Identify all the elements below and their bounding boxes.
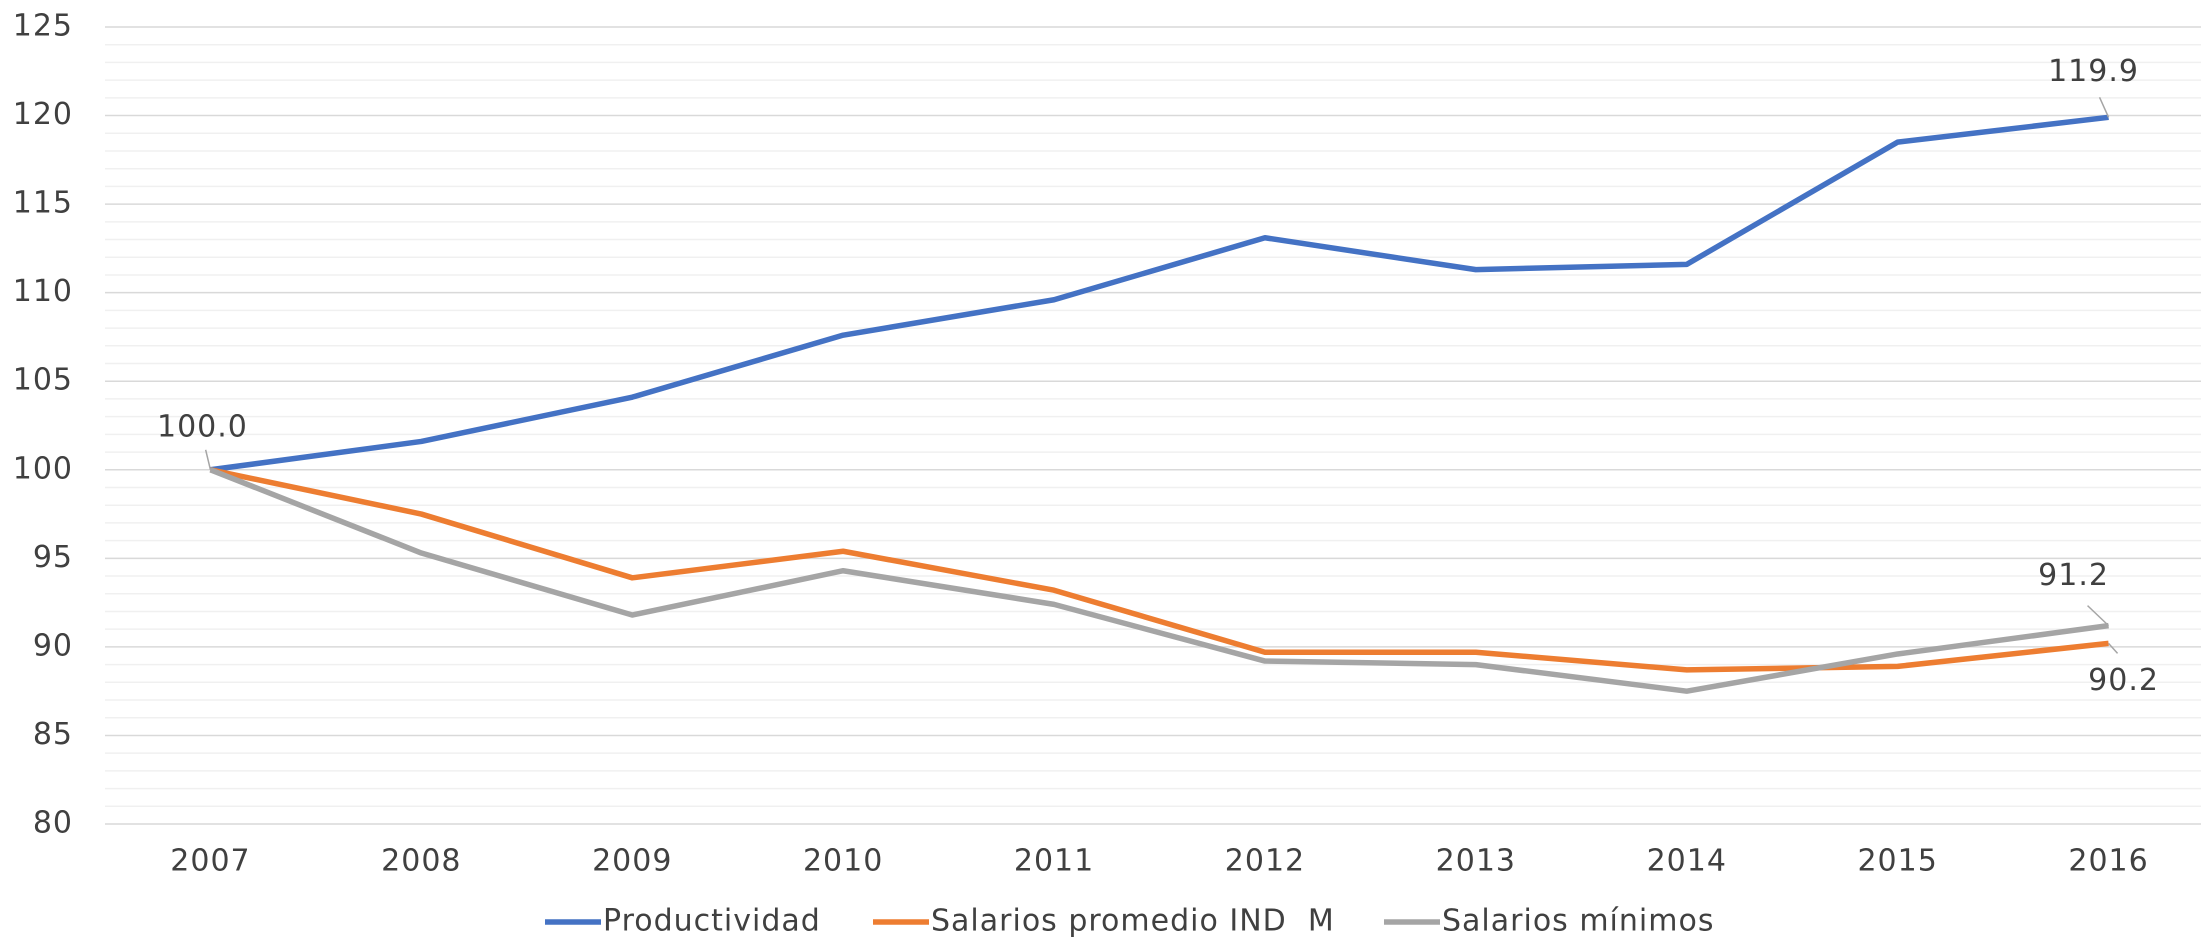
legend-label: Salarios promedio IND M — [931, 904, 1335, 939]
x-tick-label: 2007 — [170, 844, 250, 879]
label-leader — [204, 449, 212, 470]
data-label: 91.2 — [2038, 558, 2109, 593]
y-tick-label: 110 — [13, 274, 73, 309]
data-label: 100.0 — [157, 409, 248, 444]
x-tick-label: 2015 — [1857, 844, 1937, 879]
y-tick-label: 90 — [33, 628, 73, 663]
y-tick-label: 105 — [13, 363, 73, 398]
series-line — [210, 114, 2109, 473]
x-tick-label: 2011 — [1014, 844, 1094, 879]
y-tick-label: 95 — [33, 540, 73, 575]
y-tick-label: 100 — [13, 451, 73, 486]
y-tick-label: 115 — [13, 186, 73, 221]
x-tick-label: 2012 — [1225, 844, 1305, 879]
legend-label: Productividad — [603, 904, 821, 939]
x-tick-label: 2008 — [381, 844, 461, 879]
x-tick-label: 2009 — [592, 844, 672, 879]
label-leader — [2087, 605, 2110, 627]
x-tick-label: 2016 — [2068, 844, 2148, 879]
x-tick-label: 2014 — [1647, 844, 1727, 879]
legend-label: Salarios mínimos — [1442, 904, 1714, 939]
label-leader — [2098, 97, 2110, 118]
y-tick-label: 120 — [13, 97, 73, 132]
label-leader — [2107, 642, 2119, 654]
series-line — [209, 467, 2109, 673]
series-line — [209, 467, 2109, 694]
x-tick-label: 2013 — [1436, 844, 1516, 879]
y-tick-label: 80 — [33, 806, 73, 841]
data-label: 90.2 — [2088, 663, 2159, 698]
y-tick-label: 85 — [33, 717, 73, 752]
data-label: 119.9 — [2048, 54, 2139, 89]
x-tick-label: 2010 — [803, 844, 883, 879]
y-tick-label: 125 — [13, 9, 73, 44]
